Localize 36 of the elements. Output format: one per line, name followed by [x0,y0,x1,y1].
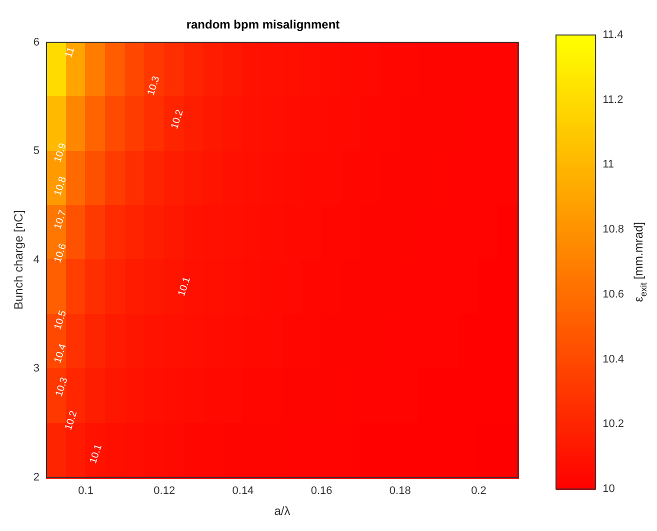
annotation: 10.6 [52,242,70,264]
color-bar-label: 10 [602,483,615,496]
x-tick-label: 0.1 [78,485,94,498]
y-tick-label: 6 [33,36,40,48]
y-tick-label: 4 [33,254,40,266]
chart-title: random bpm misalignment [186,18,340,32]
annotation: 10.3 [54,376,70,398]
annotation: 11 [63,45,78,60]
x-tick-label: 0.14 [232,485,254,498]
color-bar-title: εexit [mm.mrad] [631,222,648,302]
annotation: 10.9 [52,142,70,164]
annotation: 10.3 [146,74,162,97]
y-axis-title: Bunch charge [nC] [12,210,26,310]
x-tick-label: 0.2 [471,485,486,498]
x-tick-label: 0.16 [310,485,332,498]
color-bar-label: 11 [602,158,614,171]
annotation: 10.1 [176,275,194,298]
x-tick-label: 0.12 [154,485,176,498]
annotation: 10.2 [63,409,80,432]
x-tick-label: 0.18 [389,485,411,498]
color-bar-label: 11.4 [602,29,624,42]
color-bar-label: 10.8 [602,224,624,236]
color-bar-label: 10.6 [602,288,624,300]
y-tick-label: 3 [33,362,40,375]
annotation: 10.2 [169,108,186,130]
y-tick-label: 5 [33,145,40,158]
annotation: 10.4 [52,342,70,365]
color-bar-label: 10.4 [602,353,624,366]
annotation: 10.7 [52,208,70,231]
color-bar-label: 10.2 [602,418,624,430]
x-axis-title: a/λ [274,504,290,518]
color-bar-label: 11.2 [602,94,624,106]
y-tick-label: 2 [33,471,40,484]
annotation: 10.1 [88,442,105,465]
annotation: 10.8 [52,175,70,198]
annotation: 10.5 [52,308,70,332]
